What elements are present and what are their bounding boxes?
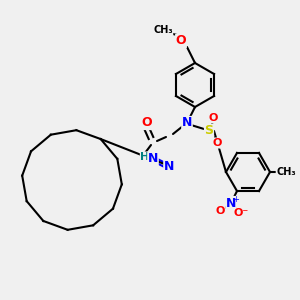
Text: O: O xyxy=(212,138,222,148)
Text: O: O xyxy=(142,116,152,130)
Text: O⁻: O⁻ xyxy=(233,208,249,218)
Text: N: N xyxy=(182,116,192,130)
Text: N: N xyxy=(226,196,236,210)
Text: O: O xyxy=(215,206,225,216)
Text: H: H xyxy=(140,152,150,162)
Text: S: S xyxy=(205,124,214,137)
Text: O: O xyxy=(176,34,186,47)
Text: +: + xyxy=(232,195,239,204)
Text: CH₃: CH₃ xyxy=(153,25,173,35)
Text: N: N xyxy=(164,160,174,173)
Text: CH₃: CH₃ xyxy=(276,167,296,177)
Text: N: N xyxy=(148,152,158,166)
Text: O: O xyxy=(208,113,218,123)
